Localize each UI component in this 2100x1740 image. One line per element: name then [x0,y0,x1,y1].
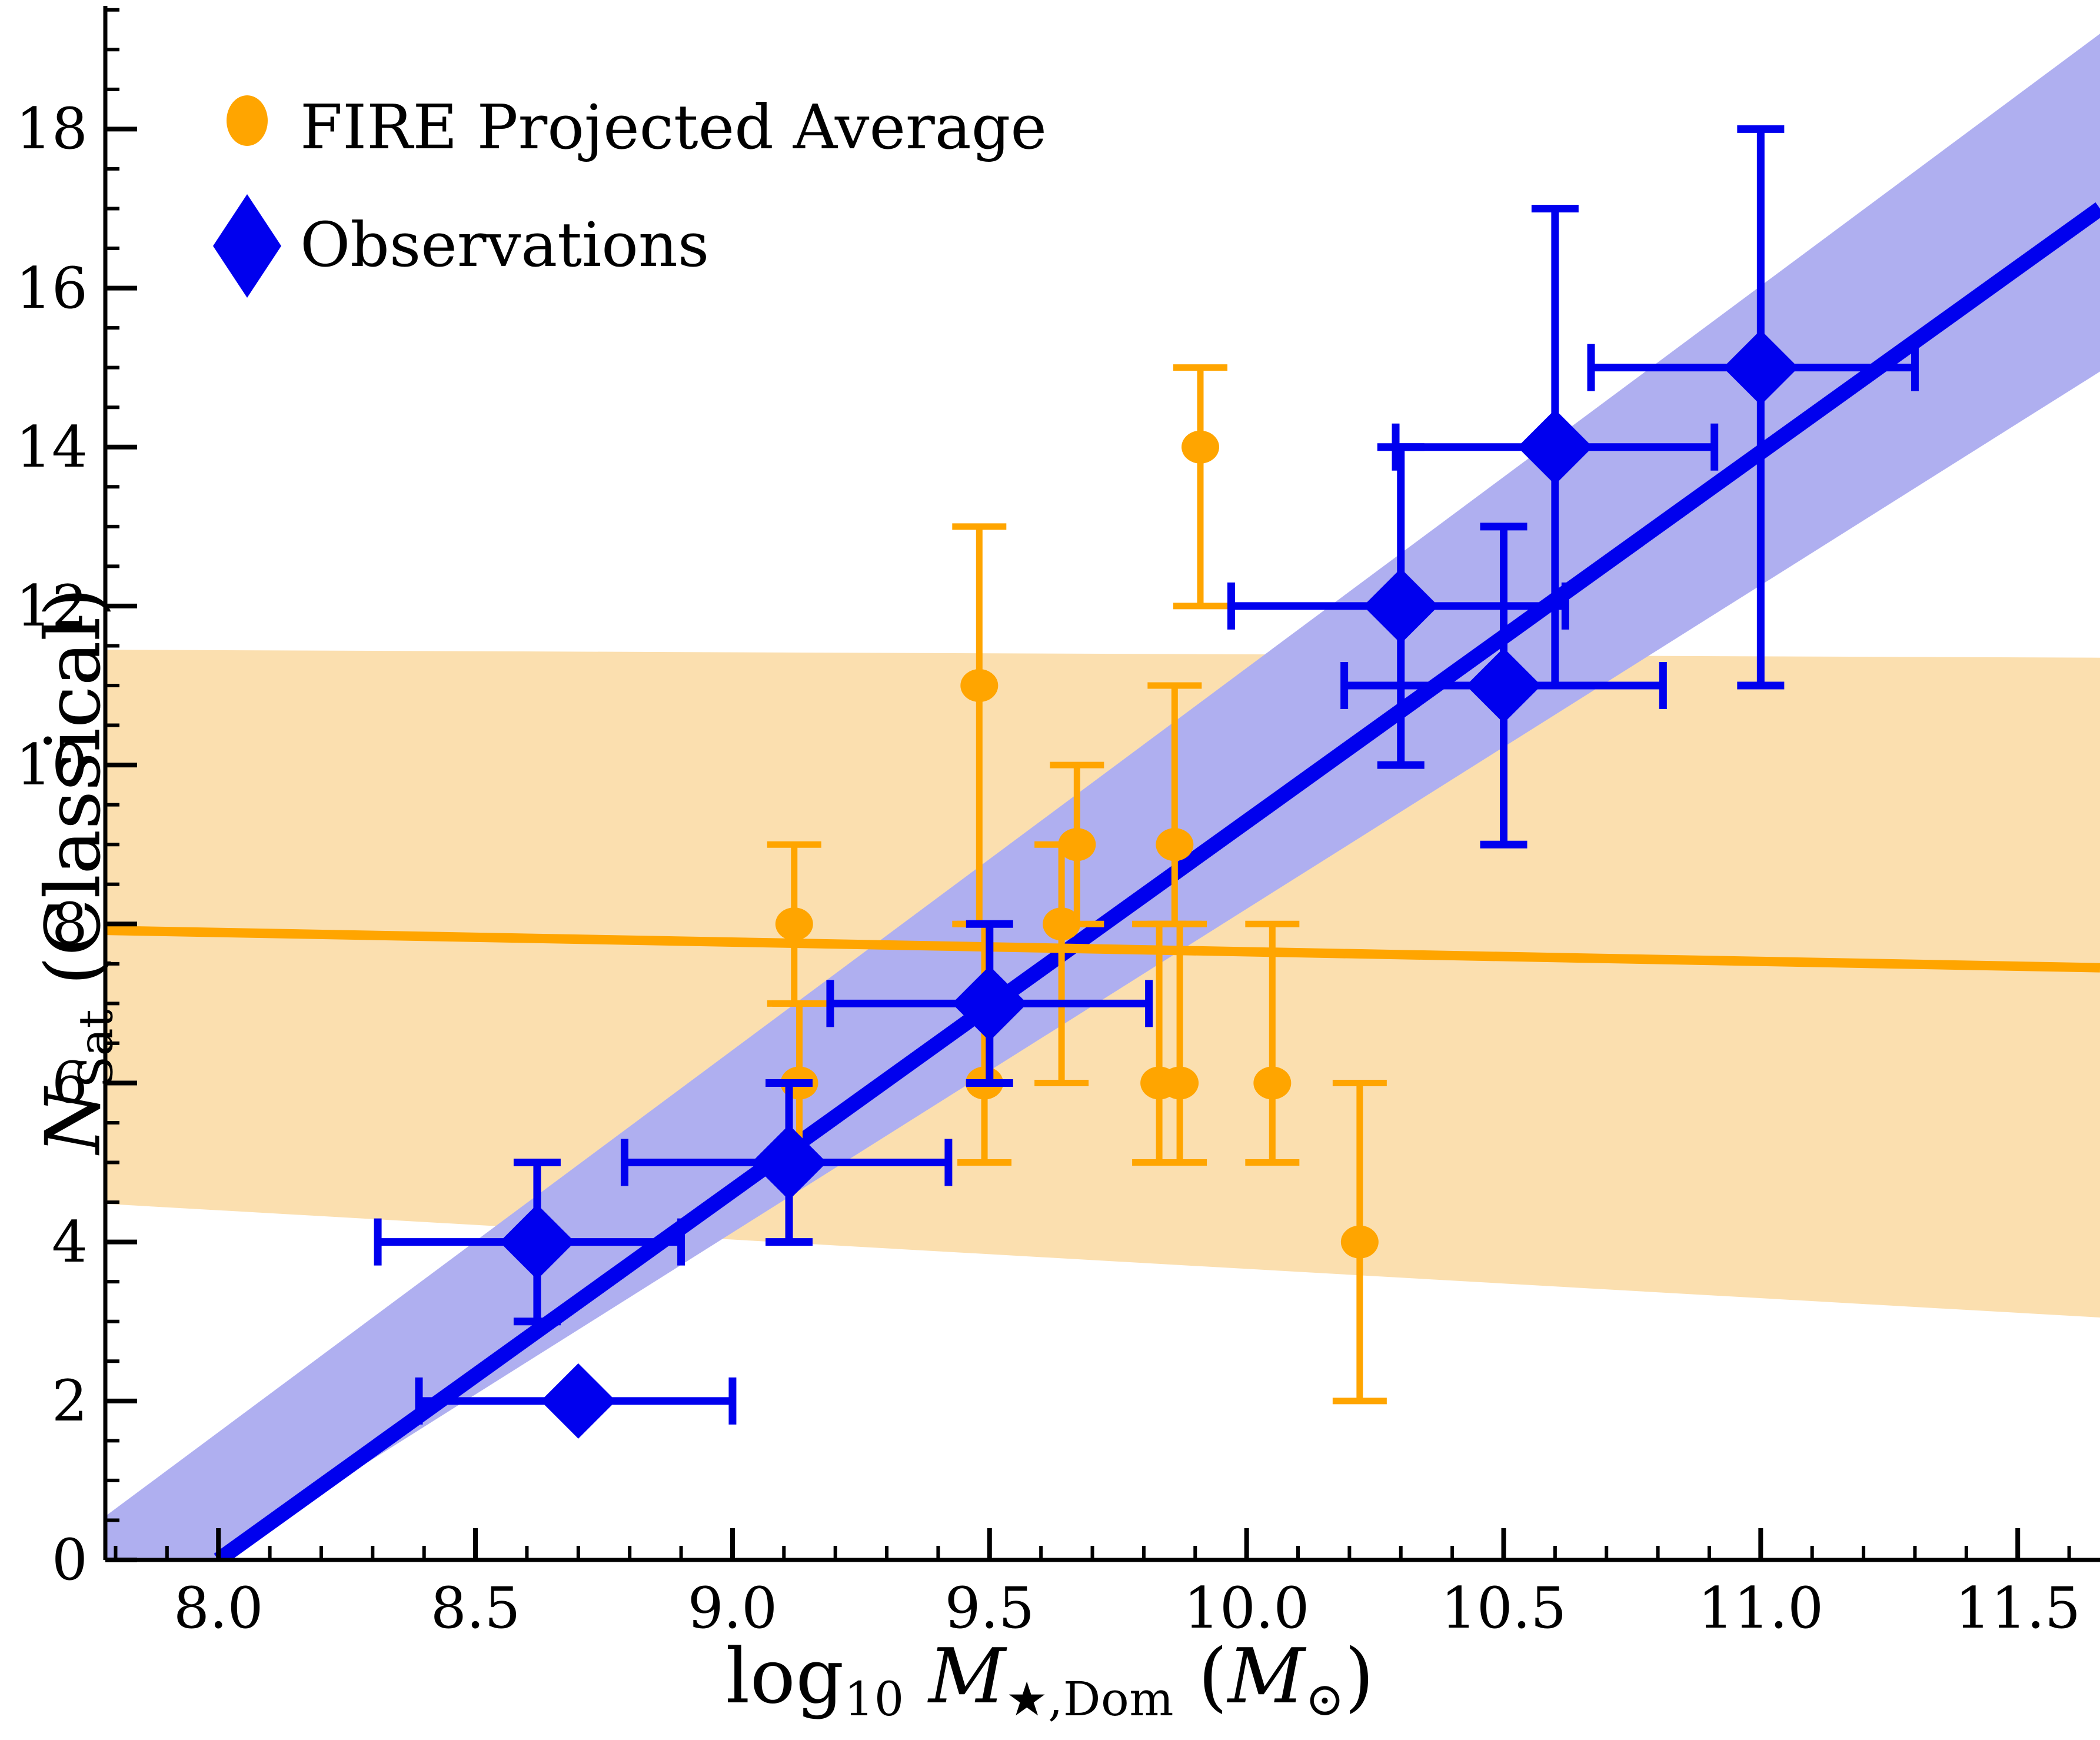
observations-confidence-band [105,34,2100,1560]
observation-data-point [1227,443,1569,769]
x-axis-tick-label: 11.0 [1698,1575,1824,1641]
observation-points-layer [374,125,1919,1439]
observation-data-point [1340,523,1667,849]
xlabel-unit-mass: M [1227,1633,1306,1721]
x-axis-tick-label: 11.5 [1955,1575,2081,1641]
x-axis-tick-label: 9.5 [944,1575,1035,1641]
xlabel-mass-sub: ★,Dom [1006,1672,1174,1727]
legend-markers [213,95,281,298]
observations-fit-line [214,202,2100,1560]
fire-data-point [1050,761,1104,927]
y-axis-tick-label: 8 [51,891,88,957]
fire-data-point [1245,920,1300,1166]
y-axis-label: NSat (Classical) [29,312,123,1430]
xlabel-unit-close: ) [1344,1633,1375,1721]
xlabel-log-sub: 10 [844,1672,904,1727]
fire-marker-circle [1156,828,1194,861]
observation-marker-diamond [540,1363,616,1439]
observation-data-point [826,920,1153,1087]
observation-marker-diamond [499,1204,575,1280]
axes-layer [103,6,2100,1562]
y-axis-tick-label: 0 [51,1527,88,1593]
observation-data-point [374,1159,685,1326]
xlabel-mass: M [928,1633,1006,1721]
x-axis-tick-label: 9.0 [687,1575,778,1641]
fire-data-point [1153,920,1207,1166]
fire-marker-circle [775,907,813,941]
fit-lines-layer [105,202,2100,1560]
legend-marker-diamond-icon [213,194,281,298]
observation-marker-diamond [1466,648,1542,724]
observation-data-point [620,1079,953,1246]
confidence-bands-layer [105,34,2100,1560]
ylabel-n: N [29,1087,118,1154]
xlabel-log: log [725,1633,844,1721]
fire-marker-circle [1253,1066,1292,1100]
y-axis-tick-label: 4 [51,1209,88,1275]
fire-marker-circle [960,669,999,703]
ylabel-n-sub: Sat [68,1009,124,1088]
legend-label-fire: FIRE Projected Average [300,91,1047,163]
y-axis-tick-label: 2 [51,1368,88,1434]
fire-marker-circle [1058,828,1096,861]
legend-marker-circle-icon [227,95,268,146]
y-axis-tick-label: 6 [51,1050,88,1116]
fire-marker-circle [1182,430,1220,464]
observation-marker-diamond [751,1124,827,1200]
xlabel-unit-sub: ⊙ [1305,1672,1345,1727]
fire-marker-circle [1161,1066,1199,1100]
fire-marker-circle [1340,1225,1379,1259]
fire-fit-line [105,926,2100,973]
y-axis-tick-label: 18 [15,96,88,162]
observation-marker-diamond [1723,330,1799,405]
x-axis-tick-label: 8.5 [430,1575,521,1641]
x-axis-tick-label: 8.0 [173,1575,264,1641]
fire-data-point [1332,1079,1387,1405]
x-axis-tick-label: 10.0 [1183,1575,1310,1641]
ylabel-qualifier: (Classical) [29,587,118,986]
y-axis-tick-label: 14 [15,414,88,480]
observation-marker-diamond [951,966,1027,1042]
legend-label-observations: Observations [300,209,710,281]
observation-data-point [1587,125,1919,690]
y-axis-tick-label: 16 [15,255,88,321]
observation-marker-diamond [1363,568,1439,644]
observation-data-point [1392,204,1719,690]
observation-data-point [415,1363,737,1439]
y-axis-tick-label: 10 [15,732,88,799]
fire-data-point [767,841,821,1007]
y-axis-tick-label: 12 [15,573,88,639]
fire-data-point [1173,364,1228,610]
x-axis-tick-label: 10.5 [1440,1575,1567,1641]
observation-marker-diamond [1517,409,1593,485]
x-axis-label: log10 M★,Dom (M⊙) [0,1633,2100,1726]
xlabel-unit-open: ( [1198,1633,1228,1721]
